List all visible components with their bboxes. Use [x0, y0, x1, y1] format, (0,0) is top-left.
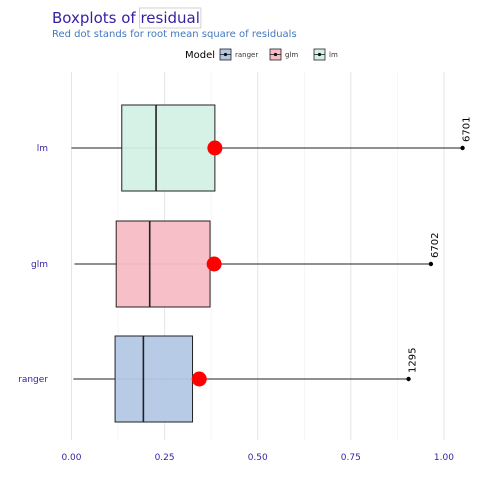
rmse-dot-glm: [206, 256, 222, 272]
y-tick-label-ranger: ranger: [18, 375, 48, 385]
box-rect-glm: [115, 220, 211, 308]
x-tick-label: 1.00: [434, 453, 454, 463]
y-axis-ticks: lm glm ranger: [18, 144, 48, 385]
chart-title-prefix: Boxplots of: [52, 9, 140, 27]
outlier-label-lm: 6701: [462, 117, 473, 142]
legend-entry-glm: glm: [269, 48, 298, 61]
x-axis-ticks: 0.00 0.25 0.50 0.75 1.00: [61, 453, 454, 463]
outlier-point-glm: [428, 261, 434, 267]
legend-key-dot-lm: [317, 52, 322, 57]
box-glm: 6702: [74, 220, 441, 308]
legend-title: Model: [185, 50, 215, 61]
rmse-dot-ranger: [191, 371, 207, 387]
legend-label-lm: lm: [329, 51, 338, 59]
legend: Model ranger glm lm: [185, 48, 338, 61]
chart-title-variable: residual: [140, 9, 199, 27]
x-tick-label: 0.75: [341, 453, 361, 463]
outlier-label-ranger: 1295: [408, 348, 419, 373]
outlier-label-glm: 6702: [430, 233, 441, 258]
outlier-point-ranger: [406, 376, 411, 382]
legend-key-dot-ranger: [223, 52, 228, 57]
title-variable-highlight: [139, 7, 202, 29]
x-tick-label: 0.25: [155, 453, 175, 463]
box-rect-ranger: [114, 335, 194, 423]
y-tick-label-glm: glm: [31, 260, 48, 270]
legend-entry-ranger: ranger: [219, 48, 258, 61]
x-tick-label: 0.00: [61, 453, 81, 463]
x-tick-label: 0.50: [248, 453, 268, 463]
legend-label-glm: glm: [285, 51, 298, 59]
legend-entry-lm: lm: [313, 48, 338, 61]
chart-subtitle: Red dot stands for root mean square of r…: [52, 29, 297, 40]
box-ranger: 1295: [73, 335, 419, 423]
box-rect-lm: [121, 104, 216, 192]
box-lm: 6701: [71, 104, 473, 192]
boxes: 6701 6702 1295: [71, 104, 473, 423]
chart-title: Boxplots of residual: [52, 9, 200, 27]
legend-label-ranger: ranger: [235, 51, 258, 59]
y-tick-label-lm: lm: [37, 144, 48, 154]
rmse-dot-lm: [207, 140, 223, 156]
outlier-point-lm: [460, 145, 465, 151]
legend-key-dot-glm: [273, 52, 278, 57]
